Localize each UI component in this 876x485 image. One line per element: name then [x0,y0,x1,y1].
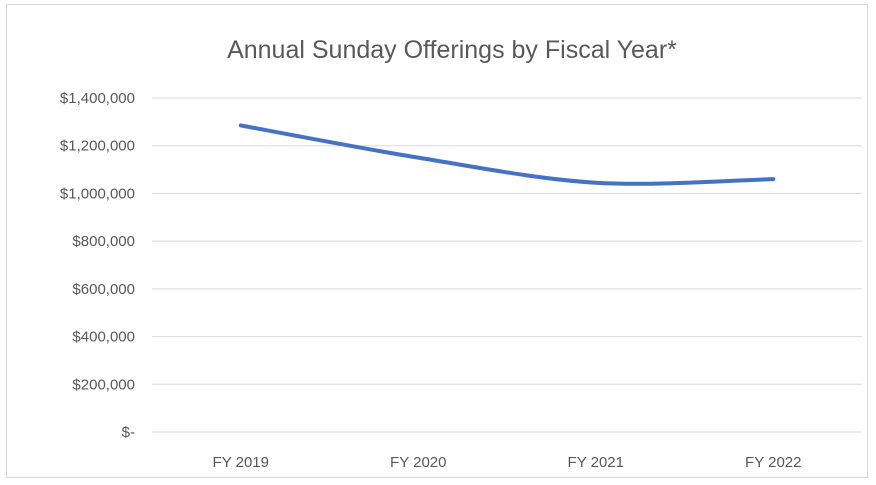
y-tick-label: $1,200,000 [60,138,135,155]
y-tick-label: $- [122,424,135,441]
chart-title: Annual Sunday Offerings by Fiscal Year* [227,36,677,64]
y-axis-tick-labels: $1,400,000 $1,200,000 $1,000,000 $800,000 $6… [60,90,135,441]
x-axis-tick-labels: FY 2019 FY 2020 FY 2021 FY 2022 [213,454,802,471]
series-line [238,123,776,186]
y-tick-label: $600,000 [72,281,135,298]
y-tick-label: $400,000 [72,329,135,346]
x-tick-label: FY 2021 [568,454,624,471]
x-tick-label: FY 2022 [745,454,801,471]
y-tick-label: $1,000,000 [60,185,135,202]
gridlines [152,97,862,433]
y-tick-label: $1,400,000 [60,90,135,107]
y-tick-label: $800,000 [72,233,135,250]
series-lines [238,123,776,186]
y-tick-label: $200,000 [72,376,135,393]
x-tick-label: FY 2019 [213,454,269,471]
x-tick-label: FY 2020 [390,454,446,471]
